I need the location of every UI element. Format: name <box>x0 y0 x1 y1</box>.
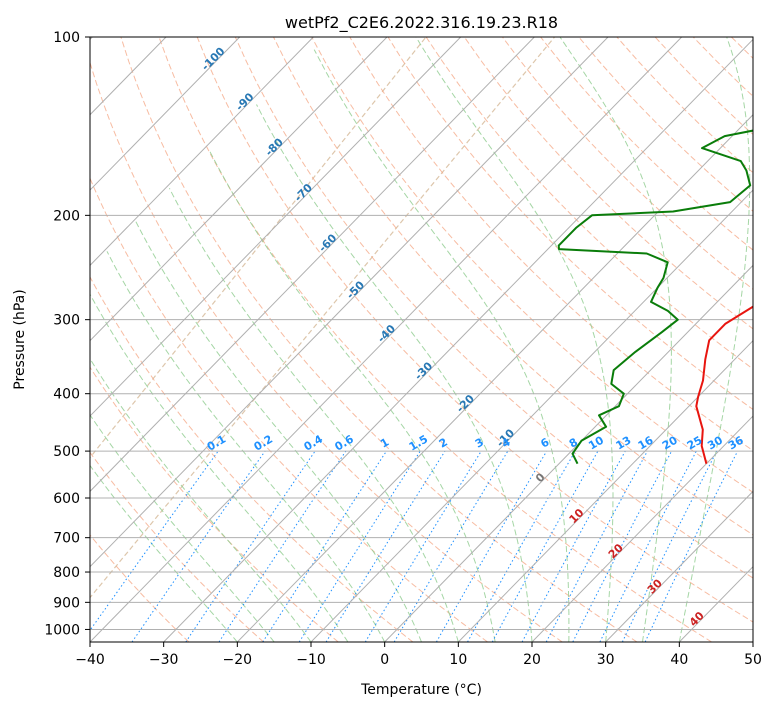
isotherm-line <box>605 490 753 642</box>
dry-adiabat <box>425 37 753 370</box>
y-tick-label: 700 <box>53 531 80 547</box>
dry-adiabat <box>234 37 753 579</box>
x-tick-label: −40 <box>75 652 105 668</box>
isotherm-lines <box>90 37 753 642</box>
moist-adiabat <box>678 37 751 642</box>
mixing-ratio-line <box>364 450 482 642</box>
temperature-line <box>695 305 753 464</box>
dry-adiabat <box>90 61 563 642</box>
x-tick-label: −20 <box>223 652 253 668</box>
profile-series <box>557 129 753 465</box>
moist-adiabat <box>415 37 614 642</box>
isotherm-line <box>531 415 753 642</box>
moist-adiabat <box>90 293 349 642</box>
saturation-curves <box>90 37 556 599</box>
y-tick-label: 900 <box>53 595 80 611</box>
y-tick-label: 500 <box>53 444 80 460</box>
plot-area: -100-90-80-70-60-50-40-30-20-10010203040… <box>90 37 753 642</box>
dry-adiabat <box>502 37 753 290</box>
y-tick-label: 600 <box>53 491 80 507</box>
chart-title: wetPf2_C2E6.2022.316.19.23.R18 <box>285 13 558 33</box>
isotherm-line <box>90 37 388 342</box>
mixing-ratio-line <box>545 450 648 642</box>
dry-adiabat <box>90 534 190 642</box>
x-tick-label: 40 <box>670 652 688 668</box>
x-axis-ticks: −40 −30 −20 −10 0 10 20 30 40 50 <box>75 642 762 668</box>
isotherm-line <box>90 37 241 191</box>
isotherm-line <box>90 37 314 267</box>
y-tick-label: 300 <box>53 313 80 329</box>
pressure-gridlines <box>90 37 753 630</box>
moist-adiabat <box>559 37 672 642</box>
moist-adiabat <box>256 104 533 642</box>
moist-adiabat <box>135 221 422 642</box>
isotherm-line <box>457 339 753 642</box>
y-axis-label: Pressure (hPa) <box>12 289 28 389</box>
mixing-ratio-line <box>521 450 626 642</box>
mixing-ratio-line <box>262 450 387 642</box>
mixing-ratio-line <box>599 450 697 642</box>
y-tick-label: 200 <box>53 208 80 224</box>
isotherm-line <box>310 189 753 642</box>
x-tick-label: 50 <box>744 652 762 668</box>
mixing-ratio-line <box>90 450 219 632</box>
isotherm-line <box>384 264 753 642</box>
mixing-ratio-line <box>218 450 347 642</box>
dry-adiabat <box>463 37 753 330</box>
isotherm-line <box>236 114 753 642</box>
y-tick-label: 1000 <box>44 622 80 638</box>
moist-adiabat <box>313 49 570 642</box>
mixing-ratio-line <box>298 450 421 642</box>
moist-adiabat <box>90 464 238 642</box>
x-tick-label: −30 <box>149 652 179 668</box>
mixing-ratio-line <box>185 450 316 642</box>
isotherm-line <box>163 38 753 642</box>
moist-adiabat <box>90 357 312 642</box>
moist-adiabat <box>90 414 275 642</box>
mixing-ratio-lines <box>90 450 739 642</box>
isotherm-line <box>90 37 609 568</box>
x-tick-label: 30 <box>597 652 615 668</box>
moist-adiabat <box>106 251 386 642</box>
x-tick-label: −10 <box>296 652 326 668</box>
y-tick-label: 400 <box>53 387 80 403</box>
moist-adiabat <box>168 187 459 642</box>
isotherm-line <box>90 37 535 493</box>
saturation-curve <box>90 37 556 599</box>
x-tick-label: 20 <box>523 652 541 668</box>
dry-adiabat <box>311 37 753 493</box>
isotherm-line <box>90 37 462 417</box>
y-tick-label: 100 <box>53 30 80 46</box>
y-axis-ticks: 100 200 300 400 500 600 700 800 900 1000 <box>44 30 90 638</box>
dry-adiabat <box>90 177 488 642</box>
dry-adiabat <box>120 37 638 642</box>
dewpoint-line <box>557 129 753 465</box>
mixing-ratio-line <box>131 450 266 642</box>
x-axis-label: Temperature (°C) <box>360 682 482 698</box>
x-tick-label: 10 <box>449 652 467 668</box>
isotherm-line <box>90 37 683 642</box>
plot-frame <box>89 36 754 643</box>
x-tick-label: 0 <box>380 652 389 668</box>
mixing-ratio-line <box>467 450 576 642</box>
dry-adiabat <box>90 366 339 642</box>
y-tick-label: 800 <box>53 565 80 581</box>
mixing-ratio-line <box>621 450 718 642</box>
